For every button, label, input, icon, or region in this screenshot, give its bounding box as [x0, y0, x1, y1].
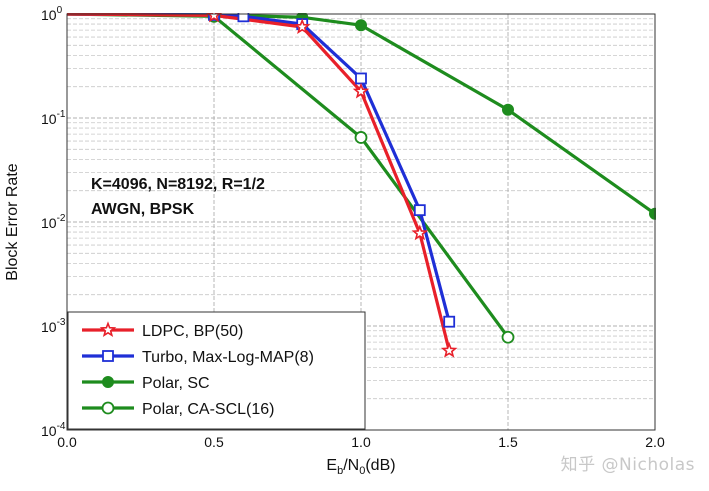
x-tick-label: 0.0 — [57, 434, 77, 450]
x-axis-ticks: 0.0 0.5 1.0 1.5 2.0 — [57, 434, 665, 450]
square-marker — [237, 13, 250, 23]
star-marker — [206, 13, 222, 23]
open-circle-marker — [354, 131, 368, 144]
y-tick-label: 10-4 — [41, 421, 66, 439]
filled-circle-marker — [502, 103, 514, 116]
series-line — [67, 13, 451, 351]
star-marker — [411, 224, 429, 241]
x-tick-label: 1.0 — [351, 434, 371, 450]
legend: LDPC, BP(50) Turbo, Max-Log-MAP(8) Polar, … — [67, 311, 366, 430]
square-marker — [413, 204, 426, 217]
series-layer — [67, 13, 656, 358]
star-marker — [99, 321, 117, 338]
annotation-box: K=4096, N=8192, R=1/2 AWGN, BPSK — [91, 176, 265, 218]
square-marker — [443, 315, 456, 328]
x-tick-label: 1.5 — [498, 434, 518, 450]
annotation-line-2: AWGN, BPSK — [91, 201, 195, 218]
star-marker — [352, 82, 370, 99]
x-tick-label: 2.0 — [645, 434, 665, 450]
legend-label: Polar, CA-SCL(16) — [142, 401, 275, 418]
y-axis-label: Block Error Rate — [4, 163, 21, 280]
x-axis-label: Eb/N0(dB) — [326, 457, 395, 477]
open-circle-marker — [101, 401, 115, 415]
watermark: 知乎 @Nicholas — [560, 455, 695, 475]
star-marker — [293, 18, 311, 35]
square-marker — [355, 72, 367, 85]
y-tick-label: 100 — [41, 5, 63, 23]
legend-label: Turbo, Max-Log-MAP(8) — [142, 349, 314, 366]
y-axis-ticks: 100 10-1 10-2 10-3 10-4 — [41, 5, 66, 439]
y-tick-label: 10-2 — [41, 213, 66, 231]
y-tick-label: 10-3 — [41, 317, 66, 335]
annotation-line-1: K=4096, N=8192, R=1/2 — [91, 176, 265, 193]
legend-label: LDPC, BP(50) — [142, 323, 243, 340]
plot-frame — [66, 13, 656, 431]
legend-label: Polar, SC — [142, 375, 210, 392]
y-tick-label: 10-1 — [41, 109, 66, 127]
square-marker — [102, 350, 114, 362]
open-circle-marker — [501, 330, 515, 344]
star-marker — [440, 341, 458, 358]
x-tick-label: 0.5 — [204, 434, 224, 450]
filled-circle-marker — [355, 19, 367, 32]
filled-circle-marker — [102, 376, 114, 388]
